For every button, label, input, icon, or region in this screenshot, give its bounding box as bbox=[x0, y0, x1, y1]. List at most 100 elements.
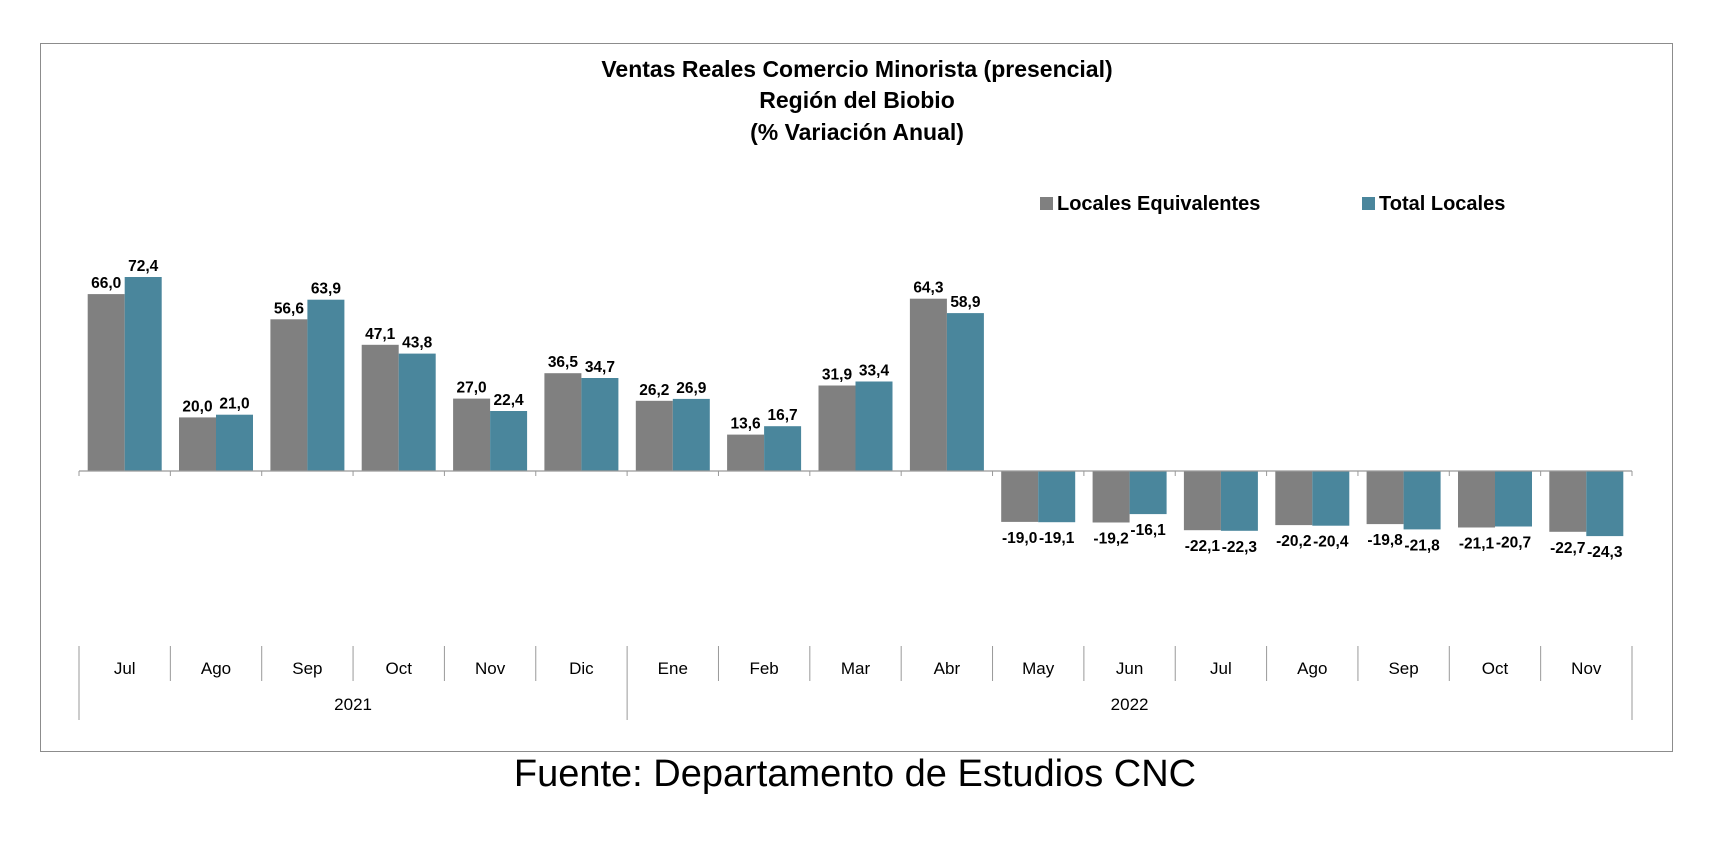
x-tick-label-2: Sep bbox=[292, 659, 322, 678]
bar-locales-equivalentes-9 bbox=[909, 298, 947, 471]
data-label-locales-equivalentes-8: 31,9 bbox=[822, 367, 853, 384]
data-label-locales-equivalentes-1: 20,0 bbox=[182, 398, 212, 415]
x-tick-label-5: Dic bbox=[569, 659, 594, 678]
bar-locales-equivalentes-5 bbox=[544, 373, 582, 471]
legend-swatch-locales-equivalentes bbox=[1040, 197, 1053, 210]
data-label-locales-equivalentes-12: -22,1 bbox=[1185, 538, 1221, 555]
chart-title-line-3: (% Variación Anual) bbox=[750, 119, 964, 145]
x-tick-label-7: Feb bbox=[749, 659, 778, 678]
chart-frame: Ventas Reales Comercio Minorista (presen… bbox=[40, 43, 1673, 752]
data-label-locales-equivalentes-14: -19,8 bbox=[1367, 532, 1403, 549]
data-label-total-locales-13: -20,4 bbox=[1313, 534, 1349, 551]
bar-locales-equivalentes-2 bbox=[270, 319, 308, 471]
bar-locales-equivalentes-14 bbox=[1366, 471, 1404, 525]
data-label-total-locales-7: 16,7 bbox=[768, 407, 798, 424]
x-tick-label-16: Nov bbox=[1571, 659, 1602, 678]
bar-total-locales-4 bbox=[490, 411, 528, 471]
data-label-locales-equivalentes-5: 36,5 bbox=[548, 354, 579, 371]
bar-locales-equivalentes-8 bbox=[818, 385, 856, 471]
data-label-total-locales-9: 58,9 bbox=[950, 294, 981, 311]
bar-total-locales-11 bbox=[1129, 471, 1167, 515]
legend-swatch-total-locales bbox=[1362, 197, 1375, 210]
data-label-total-locales-14: -21,8 bbox=[1404, 537, 1440, 554]
x-tick-label-13: Ago bbox=[1297, 659, 1327, 678]
bar-total-locales-13 bbox=[1312, 471, 1350, 526]
year-label-2021: 2021 bbox=[334, 695, 372, 714]
bar-locales-equivalentes-6 bbox=[635, 400, 673, 471]
bar-total-locales-14 bbox=[1403, 471, 1441, 530]
x-tick-label-11: Jun bbox=[1116, 659, 1143, 678]
x-tick-label-3: Oct bbox=[385, 659, 412, 678]
data-label-total-locales-6: 26,9 bbox=[676, 380, 707, 397]
data-label-locales-equivalentes-9: 64,3 bbox=[913, 280, 944, 297]
data-label-total-locales-12: -22,3 bbox=[1222, 539, 1258, 556]
bar-total-locales-9 bbox=[946, 313, 984, 471]
x-tick-label-12: Jul bbox=[1210, 659, 1232, 678]
x-tick-label-10: May bbox=[1022, 659, 1055, 678]
year-label-2022: 2022 bbox=[1111, 695, 1149, 714]
chart-title-line-1: Ventas Reales Comercio Minorista (presen… bbox=[601, 56, 1112, 82]
data-label-locales-equivalentes-10: -19,0 bbox=[1002, 530, 1037, 547]
bar-total-locales-6 bbox=[672, 398, 710, 471]
x-tick-label-8: Mar bbox=[841, 659, 871, 678]
x-tick-label-9: Abr bbox=[934, 659, 961, 678]
bar-locales-equivalentes-13 bbox=[1275, 471, 1313, 526]
bar-total-locales-1 bbox=[216, 414, 253, 471]
legend-label-locales-equivalentes: Locales Equivalentes bbox=[1057, 193, 1260, 215]
plot-area: 66,0 20,0 56,6 47,1 27,0 36,5 26,2 13,6 31,9 64,3… bbox=[87, 258, 1624, 561]
bar-total-locales-5 bbox=[581, 378, 619, 471]
data-label-locales-equivalentes-3: 47,1 bbox=[365, 326, 396, 343]
data-label-total-locales-5: 34,7 bbox=[585, 359, 615, 376]
data-label-total-locales-8: 33,4 bbox=[859, 363, 890, 380]
bar-locales-equivalentes-10 bbox=[1001, 471, 1039, 522]
data-label-total-locales-16: -24,3 bbox=[1587, 544, 1623, 561]
data-label-total-locales-15: -20,7 bbox=[1496, 535, 1531, 552]
bar-total-locales-3 bbox=[398, 353, 436, 471]
data-label-locales-equivalentes-0: 66,0 bbox=[91, 275, 121, 292]
data-label-locales-equivalentes-6: 26,2 bbox=[639, 382, 669, 399]
x-tick-label-0: Jul bbox=[114, 659, 136, 678]
bar-locales-equivalentes-0 bbox=[87, 294, 125, 471]
data-label-total-locales-3: 43,8 bbox=[402, 335, 433, 352]
data-label-total-locales-0: 72,4 bbox=[128, 258, 159, 275]
x-tick-label-1: Ago bbox=[201, 659, 231, 678]
legend: Locales Equivalentes Total Locales bbox=[1040, 193, 1505, 215]
bar-total-locales-8 bbox=[855, 381, 893, 471]
bar-locales-equivalentes-7 bbox=[727, 434, 765, 471]
data-label-total-locales-1: 21,0 bbox=[219, 396, 249, 413]
data-label-locales-equivalentes-7: 13,6 bbox=[731, 416, 762, 433]
data-label-total-locales-11: -16,1 bbox=[1130, 522, 1166, 539]
data-label-locales-equivalentes-4: 27,0 bbox=[457, 380, 487, 397]
data-label-total-locales-4: 22,4 bbox=[494, 392, 525, 409]
source-note: Fuente: Departamento de Estudios CNC bbox=[513, 753, 1197, 795]
x-tick-label-15: Oct bbox=[1482, 659, 1509, 678]
x-tick-label-14: Sep bbox=[1388, 659, 1418, 678]
bar-total-locales-10 bbox=[1038, 471, 1076, 523]
bar-locales-equivalentes-12 bbox=[1183, 471, 1221, 531]
bar-locales-equivalentes-16 bbox=[1549, 471, 1587, 532]
bar-total-locales-2 bbox=[307, 299, 345, 471]
data-label-locales-equivalentes-11: -19,2 bbox=[1093, 531, 1128, 548]
data-label-total-locales-10: -19,1 bbox=[1039, 530, 1075, 547]
bar-locales-equivalentes-1 bbox=[179, 417, 216, 471]
data-label-locales-equivalentes-13: -20,2 bbox=[1276, 533, 1311, 550]
bar-chart: Ventas Reales Comercio Minorista (presen… bbox=[78, 56, 1633, 720]
bar-total-locales-15 bbox=[1495, 471, 1532, 527]
legend-label-total-locales: Total Locales bbox=[1379, 193, 1505, 215]
bar-locales-equivalentes-11 bbox=[1092, 471, 1130, 523]
bar-locales-equivalentes-3 bbox=[361, 344, 399, 471]
x-tick-label-6: Ene bbox=[658, 659, 688, 678]
bar-total-locales-16 bbox=[1586, 471, 1624, 537]
data-label-locales-equivalentes-15: -21,1 bbox=[1459, 536, 1495, 553]
chart-title: Ventas Reales Comercio Minorista (presen… bbox=[601, 56, 1112, 145]
data-label-locales-equivalentes-2: 56,6 bbox=[274, 300, 305, 317]
bar-total-locales-0 bbox=[124, 277, 162, 471]
bar-total-locales-7 bbox=[764, 426, 802, 471]
chart-title-line-2: Región del Biobio bbox=[759, 87, 955, 113]
bar-locales-equivalentes-15 bbox=[1458, 471, 1495, 528]
category-axis: Jul Ago Sep Oct Nov Dic Ene Feb Mar Abr May Jun Jul A… bbox=[78, 470, 1633, 720]
x-tick-label-4: Nov bbox=[475, 659, 506, 678]
data-label-locales-equivalentes-16: -22,7 bbox=[1550, 540, 1585, 557]
bar-total-locales-12 bbox=[1220, 471, 1258, 531]
bar-locales-equivalentes-4 bbox=[453, 398, 491, 471]
